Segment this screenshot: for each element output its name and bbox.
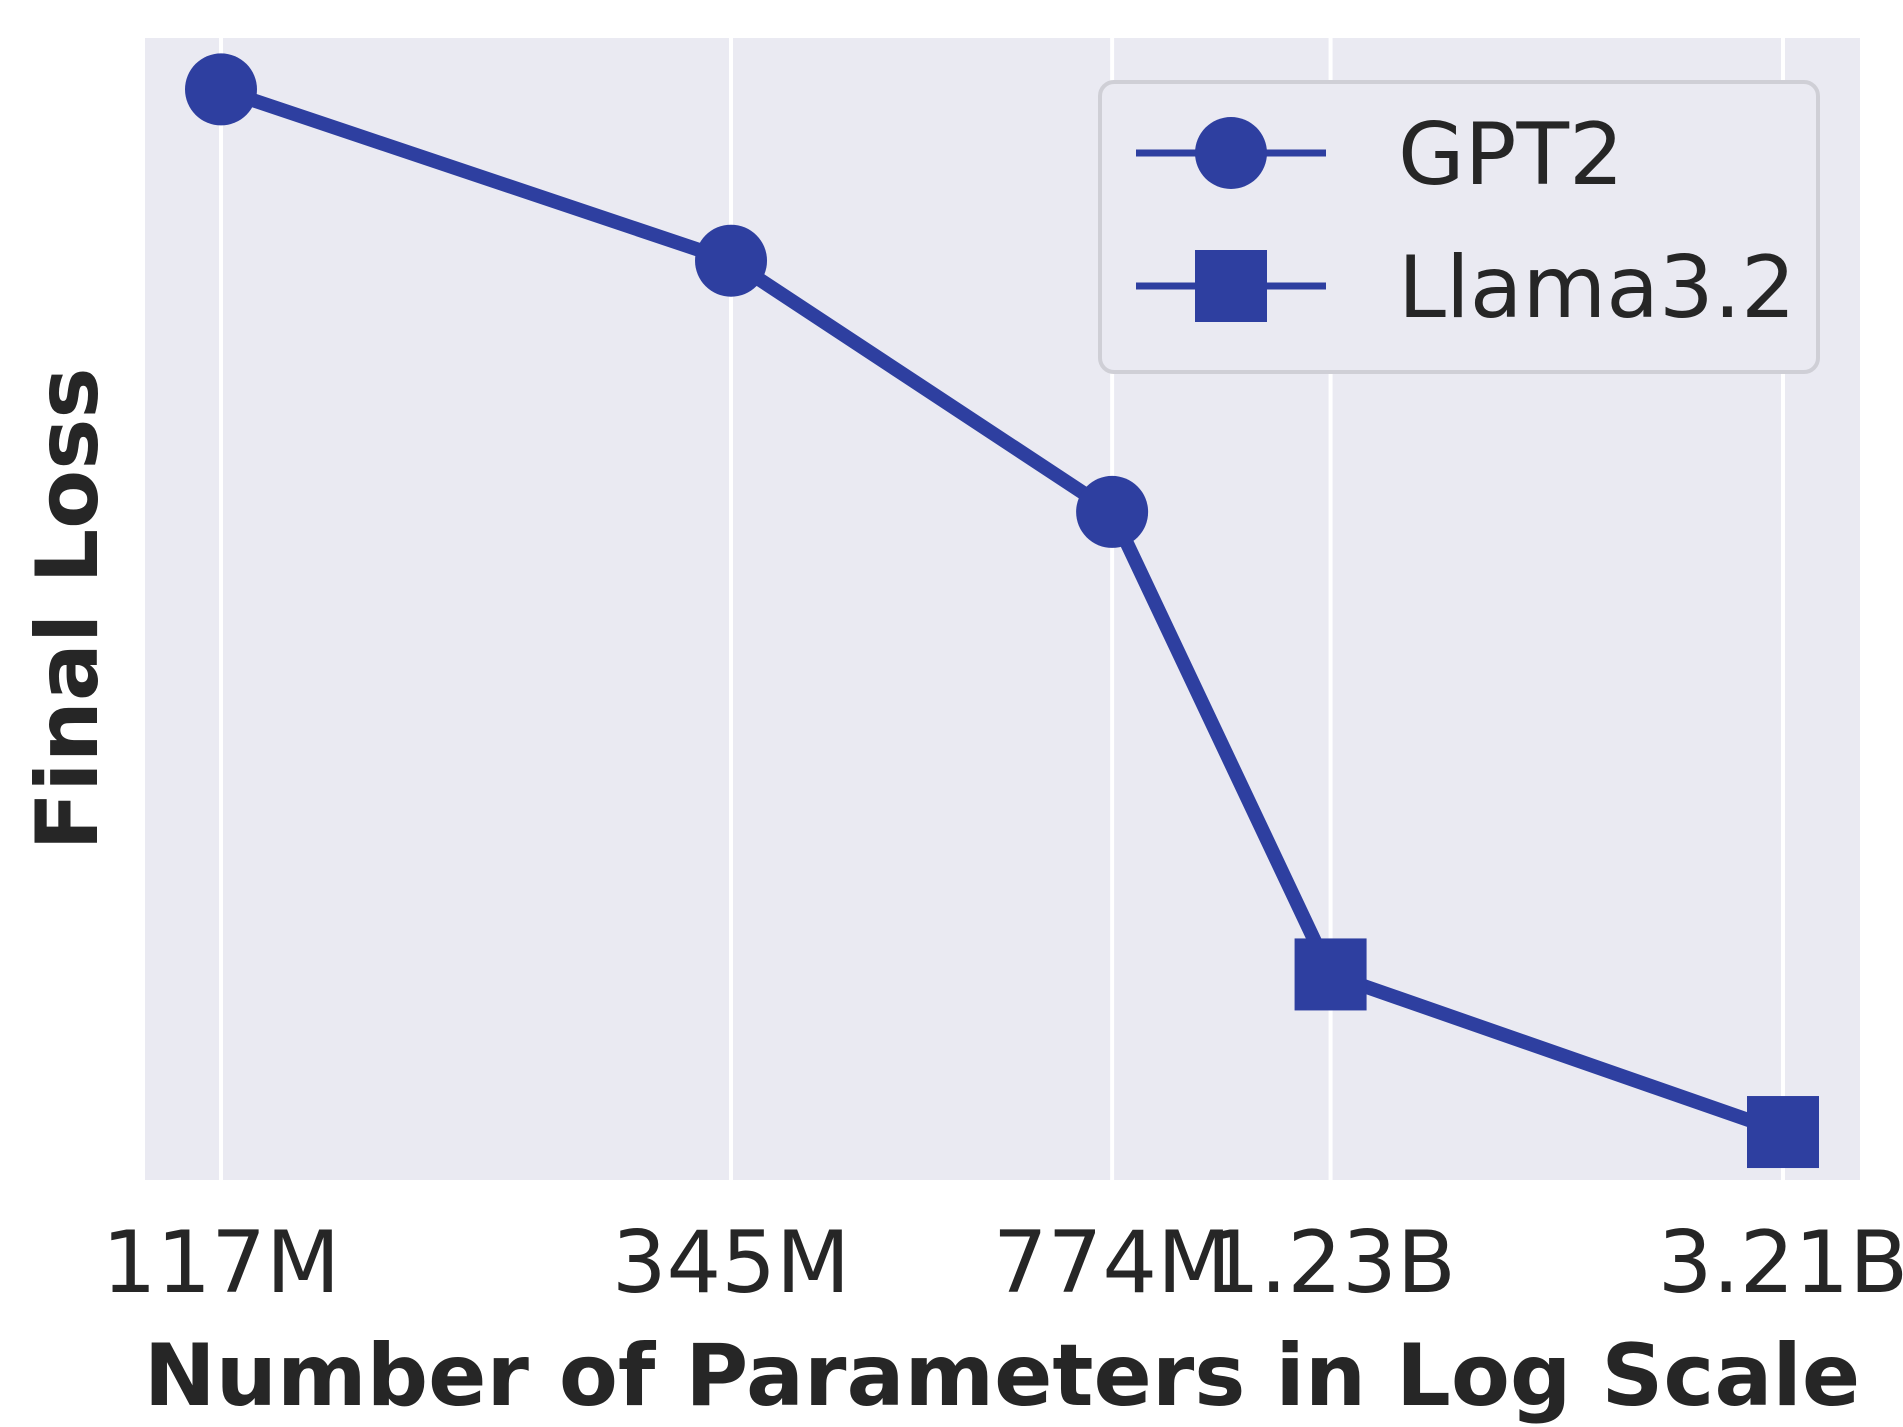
legend-gpt2-label: GPT2 <box>1398 105 1624 205</box>
x-tick-label: 345M <box>612 1213 850 1313</box>
legend: GPT2 Llama3.2 <box>1098 80 1820 374</box>
y-axis-label: Final Loss <box>18 367 118 850</box>
legend-llama-square-icon <box>1195 250 1267 322</box>
data-point-gpt2 <box>185 53 257 126</box>
legend-llama-label: Llama3.2 <box>1398 238 1796 338</box>
x-tick-label: 1.23B <box>1205 1213 1455 1313</box>
x-tick-label: 774M <box>993 1213 1231 1313</box>
data-point-gpt2 <box>695 224 768 297</box>
x-axis-label: Number of Parameters in Log Scale <box>144 1326 1860 1426</box>
data-markers <box>185 53 1819 1169</box>
x-tick-label: 117M <box>102 1213 340 1313</box>
data-point-llama3-2 <box>1747 1096 1819 1169</box>
x-tick-label: 3.21B <box>1658 1213 1903 1313</box>
data-point-gpt2 <box>1076 475 1149 548</box>
legend-gpt2-circle-icon <box>1195 117 1267 189</box>
data-point-llama3-2 <box>1294 938 1367 1011</box>
